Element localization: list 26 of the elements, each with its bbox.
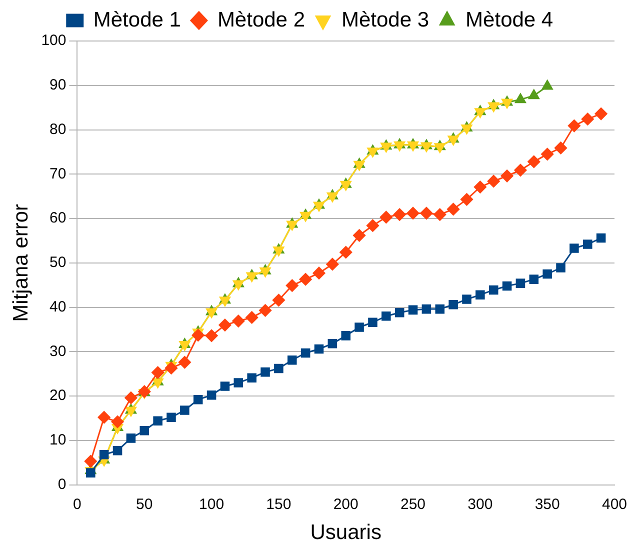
x-tick-label: 100 xyxy=(199,496,224,513)
y-tick-label: 20 xyxy=(50,387,66,404)
y-tick-label: 10 xyxy=(50,432,66,449)
legend-label: Mètode 1 xyxy=(93,8,181,32)
y-tick-label: 90 xyxy=(50,76,66,94)
y-tick-label: 80 xyxy=(50,120,66,138)
x-tick-label: 0 xyxy=(73,496,82,513)
legend-label: Mètode 3 xyxy=(342,8,430,32)
legend-label: Mètode 2 xyxy=(217,8,306,32)
x-tick-label: 300 xyxy=(468,496,493,513)
y-tick-label: 60 xyxy=(50,210,66,227)
y-tick-label: 70 xyxy=(50,165,66,182)
legend-label: Mètode 4 xyxy=(466,8,554,32)
y-tick-label: 30 xyxy=(50,342,66,360)
x-tick-label: 200 xyxy=(333,496,358,513)
x-axis-title: Usuaris xyxy=(310,521,382,544)
y-tick-label: 50 xyxy=(50,254,66,272)
x-tick-label: 250 xyxy=(400,496,426,513)
y-axis-title: Mitjana error xyxy=(9,204,32,322)
x-tick-label: 350 xyxy=(534,496,560,513)
x-tick-label: 150 xyxy=(266,496,292,513)
x-tick-label: 400 xyxy=(602,496,627,513)
x-tick-label: 50 xyxy=(136,496,153,513)
y-tick-label: 100 xyxy=(41,32,66,50)
y-tick-label: 0 xyxy=(58,476,66,493)
y-tick-label: 40 xyxy=(50,298,66,316)
